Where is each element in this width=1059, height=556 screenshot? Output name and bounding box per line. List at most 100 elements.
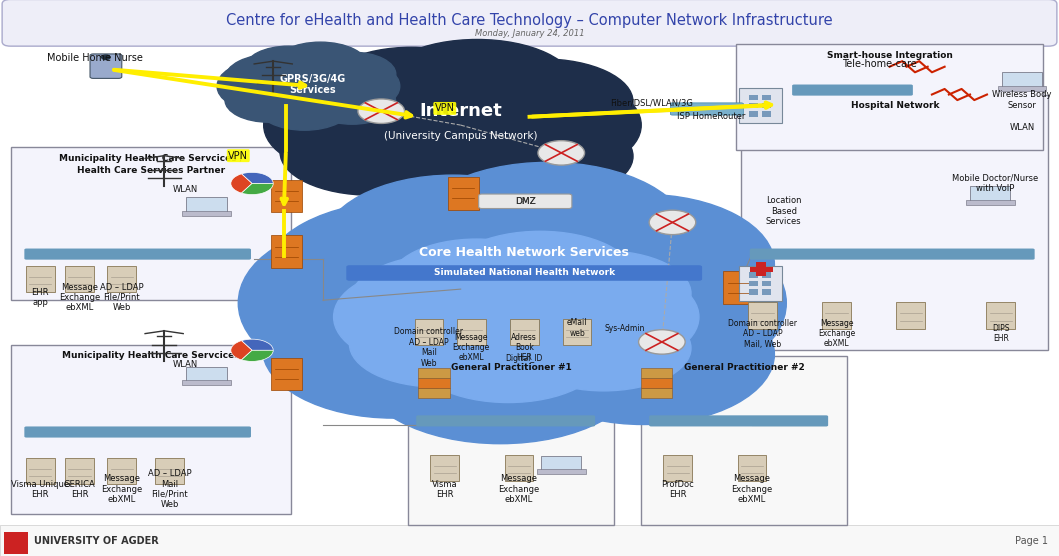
FancyBboxPatch shape (182, 380, 231, 385)
Bar (762, 281, 771, 286)
Ellipse shape (262, 277, 524, 418)
FancyBboxPatch shape (418, 368, 450, 378)
FancyBboxPatch shape (970, 186, 1010, 202)
Ellipse shape (349, 301, 524, 387)
Ellipse shape (257, 82, 352, 130)
FancyBboxPatch shape (4, 532, 28, 554)
FancyBboxPatch shape (641, 356, 847, 525)
Ellipse shape (549, 226, 786, 380)
Ellipse shape (345, 117, 542, 211)
FancyBboxPatch shape (182, 211, 231, 216)
Text: EHR
app: EHR app (32, 288, 49, 307)
FancyBboxPatch shape (25, 458, 55, 484)
FancyBboxPatch shape (415, 319, 444, 345)
Ellipse shape (320, 62, 399, 110)
FancyBboxPatch shape (748, 302, 777, 329)
FancyBboxPatch shape (346, 265, 702, 281)
FancyBboxPatch shape (563, 319, 592, 345)
FancyBboxPatch shape (457, 319, 486, 345)
Text: UNIVERSITY OF AGDER: UNIVERSITY OF AGDER (34, 536, 159, 546)
Bar (750, 267, 773, 272)
Ellipse shape (513, 194, 774, 335)
FancyBboxPatch shape (741, 95, 1048, 350)
Ellipse shape (405, 162, 690, 316)
Text: Hospital Network: Hospital Network (850, 101, 939, 110)
Text: Location
Based
Services: Location Based Services (766, 196, 802, 226)
Text: ProfDoc
EHR: ProfDoc EHR (662, 480, 694, 499)
FancyBboxPatch shape (66, 266, 93, 292)
Text: Core Health Network Services: Core Health Network Services (419, 246, 629, 260)
Wedge shape (231, 341, 252, 360)
Ellipse shape (365, 251, 683, 383)
Ellipse shape (517, 305, 690, 391)
Bar (762, 111, 771, 117)
Ellipse shape (233, 52, 392, 120)
FancyBboxPatch shape (641, 389, 672, 398)
Ellipse shape (280, 63, 477, 156)
FancyBboxPatch shape (186, 367, 227, 383)
Ellipse shape (478, 78, 642, 172)
Text: Domain controller
AD – LDAP
Mail
Web: Domain controller AD – LDAP Mail Web (394, 327, 464, 368)
Text: General Practitioner #1: General Practitioner #1 (450, 363, 572, 371)
Text: Domain controller
AD – LDAP
Mail, Web: Domain controller AD – LDAP Mail, Web (728, 319, 797, 349)
Circle shape (358, 99, 405, 123)
Bar (749, 289, 758, 295)
Ellipse shape (308, 52, 396, 96)
Ellipse shape (517, 251, 690, 336)
FancyBboxPatch shape (479, 194, 572, 208)
Circle shape (649, 210, 696, 235)
Ellipse shape (445, 231, 635, 325)
FancyBboxPatch shape (998, 86, 1046, 91)
Ellipse shape (308, 80, 396, 124)
Ellipse shape (286, 194, 762, 411)
Text: Internet: Internet (419, 102, 502, 120)
Text: eMail
web: eMail web (567, 319, 588, 337)
Text: Smart-house Integration: Smart-house Integration (827, 51, 952, 60)
FancyBboxPatch shape (11, 345, 291, 514)
Text: (University Campus Network): (University Campus Network) (384, 131, 537, 141)
FancyBboxPatch shape (723, 271, 754, 304)
Text: Municipality Health Care Servcices /: Municipality Health Care Servcices / (59, 154, 243, 163)
Ellipse shape (225, 54, 320, 102)
Bar (756, 262, 766, 276)
FancyBboxPatch shape (418, 389, 450, 398)
FancyBboxPatch shape (670, 103, 743, 115)
Ellipse shape (225, 78, 312, 122)
Ellipse shape (217, 62, 297, 110)
Text: Tele-home-care: Tele-home-care (842, 59, 916, 69)
Text: GPRS/3G/4G
Services: GPRS/3G/4G Services (280, 74, 345, 95)
FancyBboxPatch shape (537, 469, 586, 474)
Ellipse shape (349, 255, 540, 348)
Wedge shape (241, 183, 273, 195)
Ellipse shape (238, 226, 477, 380)
FancyBboxPatch shape (510, 319, 538, 345)
Text: Centre for eHealth and Health Care Technology – Computer Network Infrastructure: Centre for eHealth and Health Care Techn… (227, 13, 832, 28)
Ellipse shape (379, 39, 576, 133)
Text: Visma
EHR: Visma EHR (432, 480, 457, 499)
Text: WLAN: WLAN (173, 360, 198, 369)
Ellipse shape (264, 78, 428, 172)
FancyBboxPatch shape (505, 455, 533, 481)
Ellipse shape (273, 42, 369, 90)
Ellipse shape (540, 270, 699, 364)
Bar (749, 103, 758, 108)
Ellipse shape (452, 113, 633, 199)
FancyBboxPatch shape (155, 458, 184, 484)
Text: WLAN: WLAN (1009, 123, 1035, 132)
Text: Sys-Admin: Sys-Admin (605, 324, 645, 332)
Text: Fiber/DSL/WLAN/3G: Fiber/DSL/WLAN/3G (610, 98, 693, 107)
FancyBboxPatch shape (792, 85, 913, 96)
FancyBboxPatch shape (418, 378, 450, 388)
Ellipse shape (390, 239, 564, 325)
Wedge shape (231, 174, 252, 193)
Text: Message
Exchange
ebXML: Message Exchange ebXML (818, 319, 856, 349)
Text: WLAN: WLAN (173, 185, 198, 193)
FancyBboxPatch shape (987, 302, 1016, 329)
FancyBboxPatch shape (641, 368, 672, 378)
Ellipse shape (334, 270, 492, 364)
Text: Mobile Doctor/Nurse
with VoIP: Mobile Doctor/Nurse with VoIP (952, 174, 1039, 193)
Wedge shape (241, 172, 273, 183)
FancyBboxPatch shape (430, 455, 460, 481)
Text: GERICA
EHR: GERICA EHR (64, 480, 95, 499)
Text: Message
Exchange
ebXML: Message Exchange ebXML (732, 474, 772, 504)
